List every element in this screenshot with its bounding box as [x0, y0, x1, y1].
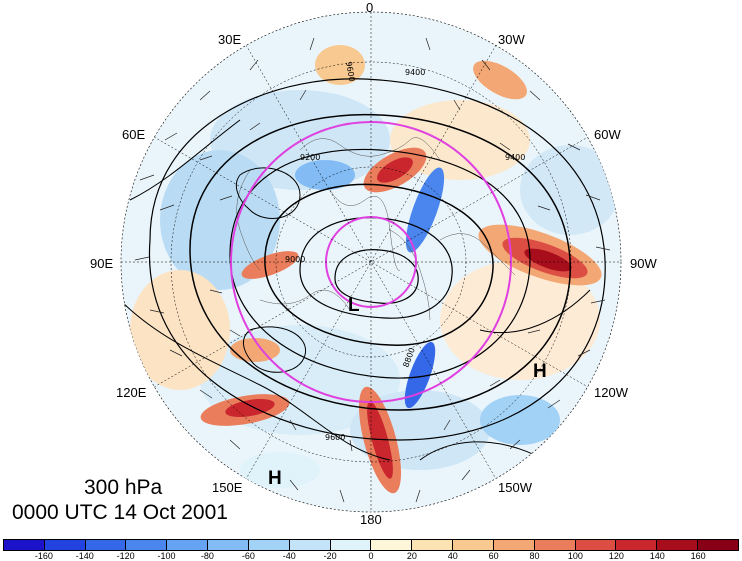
- colorbar-tick-label: -80: [200, 551, 214, 561]
- coastlines: [236, 137, 516, 321]
- colorbar-tick-label: -140: [75, 551, 94, 561]
- lon-label-90w: 90W: [630, 256, 657, 271]
- colorbar-tick-label: 80: [529, 551, 540, 561]
- colorbar-segment: [85, 540, 127, 550]
- lon-label-120e: 120E: [116, 385, 147, 400]
- colorbar-segment: [208, 540, 249, 550]
- wind-barbs: [134, 37, 611, 503]
- lon-label-90e: 90E: [90, 256, 114, 271]
- colorbar-segment: [330, 540, 372, 550]
- colorbar-segment: [453, 540, 494, 550]
- colorbar-segment: [412, 540, 454, 550]
- colorbar: [3, 539, 739, 551]
- colorbar-tick-label: -20: [323, 551, 337, 561]
- colorbar-segment: [167, 540, 209, 550]
- colorbar-segment: [534, 540, 576, 550]
- colorbar-segment: [126, 540, 168, 550]
- colorbar-tick-label: -40: [282, 551, 296, 561]
- colorbar-segment: [248, 540, 290, 550]
- colorbar-segment: [44, 540, 86, 550]
- colorbar-segment: [698, 540, 738, 550]
- colorbar-tick-label: 100: [567, 551, 583, 561]
- colorbar-segment: [493, 540, 535, 550]
- colorbar-tick-label: 160: [690, 551, 706, 561]
- colorbar-tick-label: 60: [488, 551, 499, 561]
- contour-label: 9600: [325, 433, 345, 442]
- contour-label: 9600: [344, 61, 356, 83]
- height-contours: [121, 78, 606, 471]
- colorbar-tick-label: -60: [241, 551, 255, 561]
- lon-label-150e: 150E: [212, 480, 243, 495]
- colorbar-tick-label: -120: [116, 551, 135, 561]
- lon-label-60w: 60W: [594, 127, 621, 142]
- colorbar-tick-label: -100: [157, 551, 176, 561]
- high-pressure-marker: H: [533, 361, 547, 382]
- colorbar-segment: [575, 540, 617, 550]
- contour-label: 9200: [300, 153, 320, 162]
- lon-label-150w: 150W: [498, 480, 532, 495]
- colorbar-segment: [4, 540, 45, 550]
- colorbar-tick-label: 20: [406, 551, 417, 561]
- colorbar-tick-label: -160: [34, 551, 53, 561]
- lon-label-180: 180: [360, 512, 382, 527]
- graticule: [121, 12, 621, 512]
- time-title: 0000 UTC 14 Oct 2001: [12, 501, 228, 524]
- colorbar-tick-label: 0: [368, 551, 374, 561]
- contour-label: 9000: [285, 255, 305, 264]
- colorbar-segment: [289, 540, 331, 550]
- lon-label-120w: 120W: [594, 385, 628, 400]
- lon-label-60e: 60E: [122, 127, 146, 142]
- lon-label-0: 0: [366, 0, 374, 15]
- lon-label-30w: 30W: [498, 32, 525, 47]
- level-title: 300 hPa: [84, 476, 163, 499]
- colorbar-segment: [616, 540, 658, 550]
- colorbar-labels: -160 -140 -120 -100 -80 -60 -40 -20 0 20 40 60 80 100…: [3, 551, 739, 561]
- colorbar-tick-label: 140: [649, 551, 665, 561]
- colorbar-tick-label: 120: [608, 551, 624, 561]
- contour-label: 9400: [405, 68, 425, 77]
- low-pressure-marker: L: [348, 295, 360, 316]
- colorbar-tick-label: 40: [447, 551, 458, 561]
- colorbar-segment: [657, 540, 699, 550]
- high-pressure-marker: H: [268, 468, 282, 489]
- contour-label: 9400: [505, 153, 525, 162]
- colorbar-segment: [371, 540, 413, 550]
- lon-label-30e: 30E: [218, 32, 242, 47]
